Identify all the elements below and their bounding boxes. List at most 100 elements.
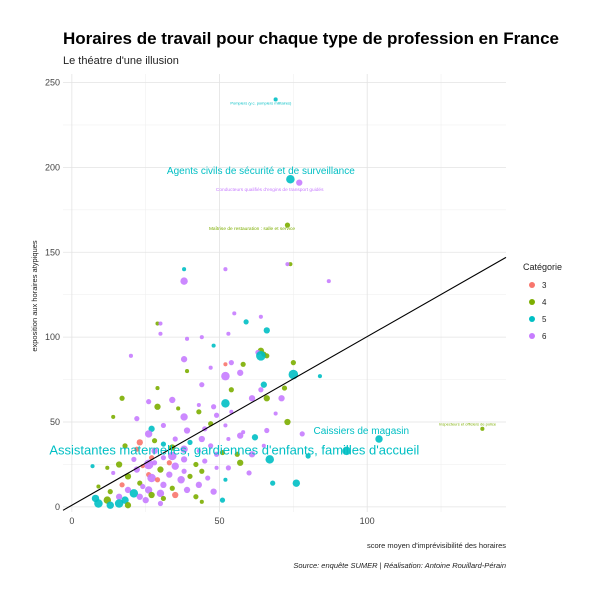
y-tick-label: 250	[45, 77, 60, 87]
data-point	[284, 418, 291, 426]
data-point	[305, 453, 311, 459]
data-point	[284, 222, 291, 228]
data-point	[172, 491, 179, 499]
data-point	[223, 362, 228, 367]
data-point	[258, 314, 263, 319]
x-tick-labels: 0 50 100	[69, 516, 374, 526]
x-axis-label: score moyen d'imprévisibilité des horair…	[367, 541, 506, 550]
data-point	[196, 402, 201, 408]
data-point	[140, 483, 146, 490]
data-point	[107, 489, 113, 495]
data-point	[111, 414, 116, 419]
data-point	[142, 496, 149, 504]
legend-title: Catégorie	[523, 262, 562, 272]
y-tick-labels: 0 50 100 150 200 250	[45, 77, 60, 511]
annotation-label: Assistantes maternelles, gardiennes d'en…	[49, 442, 419, 457]
x-tick-label: 0	[69, 516, 74, 526]
data-point	[154, 477, 161, 483]
data-point	[237, 432, 244, 439]
annotation-label: Maîtrise de restauration : salle et serv…	[209, 226, 295, 232]
data-point	[181, 468, 187, 474]
data-point	[154, 403, 161, 410]
data-point	[264, 427, 270, 434]
data-point	[198, 435, 205, 443]
y-tick-label: 50	[50, 417, 60, 427]
annotation-label: Conducteurs qualifiés d'engins de transp…	[216, 187, 324, 193]
data-point	[160, 422, 167, 429]
grid	[63, 74, 506, 512]
data-point	[187, 473, 193, 479]
data-point	[137, 480, 143, 486]
data-point	[134, 446, 140, 452]
data-point	[234, 451, 240, 457]
data-point	[246, 470, 252, 476]
data-point	[213, 451, 220, 457]
trend-line-group	[62, 256, 507, 511]
data-point	[171, 462, 179, 470]
data-point	[248, 395, 256, 402]
data-point	[223, 423, 228, 428]
data-point	[180, 277, 188, 285]
data-point	[158, 331, 163, 336]
data-point	[180, 356, 188, 363]
data-point	[202, 458, 208, 464]
data-point	[480, 426, 485, 431]
data-point	[168, 451, 177, 461]
data-point	[256, 351, 266, 361]
data-point	[290, 360, 296, 366]
data-point	[122, 443, 128, 449]
data-point	[263, 395, 270, 402]
data-point	[375, 435, 383, 443]
data-point	[199, 382, 205, 388]
data-point	[205, 475, 211, 481]
data-point	[221, 371, 230, 381]
data-point	[106, 501, 114, 509]
annotation-label: Caissiers de magasin	[313, 426, 409, 437]
data-point	[240, 361, 246, 367]
data-point	[184, 369, 190, 374]
data-point	[133, 466, 140, 473]
data-point	[223, 267, 228, 272]
data-point	[208, 443, 214, 449]
data-point	[296, 179, 303, 186]
points	[90, 97, 485, 509]
data-point	[226, 436, 231, 442]
data-point	[147, 473, 156, 483]
data-point	[111, 470, 116, 476]
data-point	[270, 480, 276, 486]
data-point	[148, 425, 155, 432]
data-point	[124, 486, 132, 494]
y-tick-label: 200	[45, 162, 60, 172]
data-point	[157, 466, 164, 473]
data-point	[210, 488, 217, 495]
data-point	[128, 353, 133, 358]
data-point	[180, 413, 188, 421]
data-point	[182, 267, 187, 272]
data-point	[299, 431, 305, 437]
data-point	[155, 321, 160, 326]
legend: Catégorie 3 4 5 6	[523, 262, 562, 341]
data-point	[213, 412, 220, 418]
annotation-label: Agents civils de sécurité et de surveill…	[167, 166, 355, 177]
data-point	[183, 427, 191, 434]
data-point	[169, 485, 175, 491]
data-point	[124, 473, 132, 480]
chart-subtitle: Le théatre d'une illusion	[63, 55, 179, 67]
data-point	[177, 476, 185, 484]
legend-label: 4	[542, 298, 547, 307]
data-point	[193, 494, 199, 500]
data-point	[342, 446, 351, 456]
data-point	[105, 465, 110, 470]
data-point	[114, 499, 124, 508]
y-tick-label: 150	[45, 247, 60, 257]
data-point	[155, 386, 160, 391]
data-point	[166, 460, 172, 466]
chart-caption: Source: enquête SUMER | Réalisation: Ant…	[293, 561, 506, 570]
data-point	[183, 486, 191, 494]
data-point	[184, 336, 190, 341]
legend-label: 5	[542, 315, 547, 324]
data-point	[115, 461, 123, 468]
data-point	[151, 438, 158, 444]
data-point	[286, 175, 295, 184]
